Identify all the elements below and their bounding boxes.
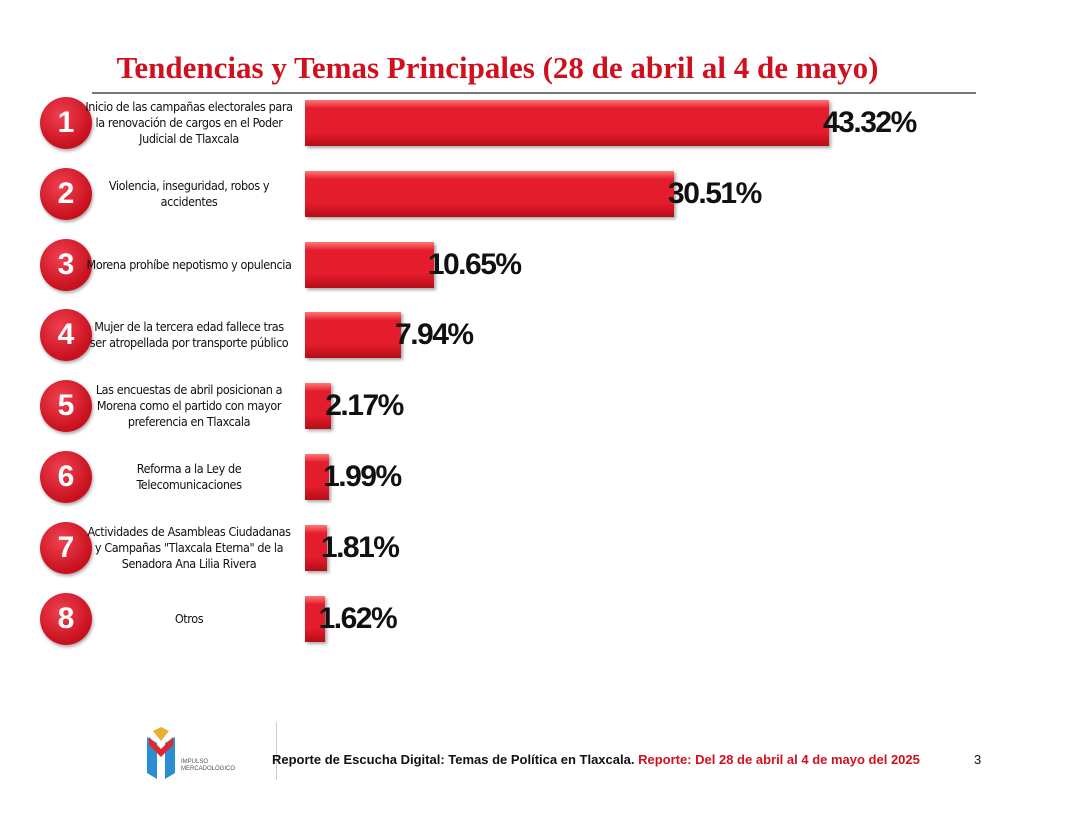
rank-badge: 2 (40, 167, 92, 220)
category-label: Actividades de Asambleas Ciudadanas y Ca… (87, 523, 291, 571)
svg-text:IMPULSO: IMPULSO (181, 759, 208, 765)
rank-badge: 7 (40, 521, 92, 574)
footer-divider (276, 722, 277, 780)
value-label: 2.17% (325, 389, 404, 423)
bar (305, 312, 402, 359)
rank-badge: 1 (40, 97, 92, 149)
value-label: 30.51% (668, 176, 762, 210)
rank-badge: 8 (40, 592, 92, 645)
category-label: Mujer de la tercera edad fallece tras se… (89, 319, 289, 351)
value-label: 1.99% (323, 460, 402, 493)
rank-badge: 5 (40, 380, 92, 433)
bar (305, 100, 829, 146)
footer-text: Reporte de Escucha Digital: Temas de Pol… (272, 752, 920, 767)
footer-title: Reporte de Escucha Digital: Temas de Pol… (272, 752, 635, 767)
impulso-mercadologico-logo: IMPULSO MERCADOLÓGICO (147, 727, 235, 779)
bar (305, 383, 332, 430)
footer-range: Reporte: Del 28 de abril al 4 de mayo de… (638, 752, 920, 767)
bar (305, 524, 327, 571)
bar (305, 170, 675, 217)
value-label: 7.94% (395, 318, 474, 352)
value-label: 1.81% (320, 530, 400, 564)
category-label: Otros (174, 610, 204, 626)
rank-badge: 3 (40, 238, 92, 291)
value-label: 1.62% (318, 601, 398, 635)
rank-badge: 6 (40, 451, 92, 503)
bar (305, 595, 325, 642)
value-label: 43.32% (823, 106, 917, 139)
title-divider (92, 92, 976, 94)
category-label: Morena prohíbe nepotismo y opulencia (86, 256, 292, 272)
category-label: Reforma a la Ley de Telecomunicaciones (136, 461, 242, 492)
category-label: Las encuestas de abril posicionan a More… (95, 382, 283, 430)
category-label: Inicio de las campañas electorales para … (85, 99, 293, 146)
page-number: 3 (974, 752, 982, 767)
rank-badge: 4 (40, 309, 92, 362)
svg-text:MERCADOLÓGICO: MERCADOLÓGICO (181, 765, 235, 772)
category-label: Violencia, inseguridad, robos y accident… (108, 177, 270, 209)
bar (305, 454, 330, 500)
value-label: 10.65% (427, 247, 522, 281)
bar (305, 241, 434, 288)
chart-title: Tendencias y Temas Principales (28 de ab… (116, 50, 879, 85)
